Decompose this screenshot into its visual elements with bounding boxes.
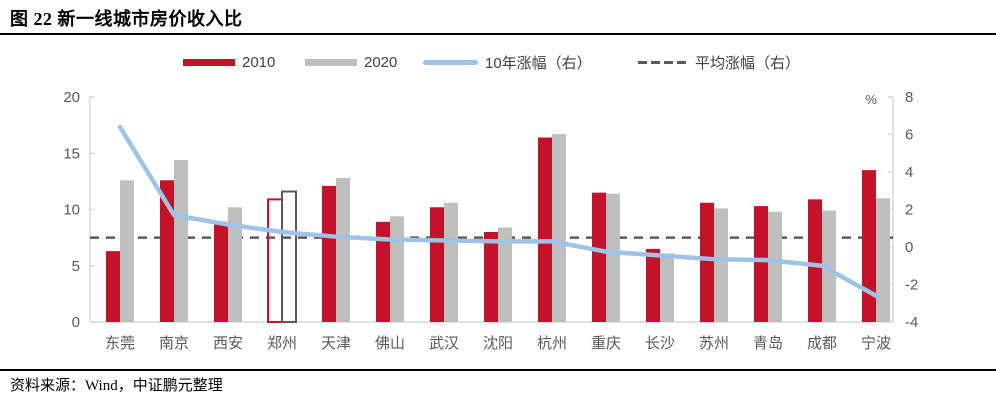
bar-2020-东莞 xyxy=(120,180,134,322)
bar-2010-青岛 xyxy=(754,206,768,322)
right-axis-tick-label: 8 xyxy=(905,89,913,106)
bar-2010-苏州 xyxy=(700,202,714,322)
source-divider xyxy=(0,369,996,371)
left-axis-tick-label: 15 xyxy=(63,145,80,162)
right-axis-tick-label: -4 xyxy=(905,314,918,331)
left-axis-tick-label: 20 xyxy=(63,89,80,106)
legend-swatch-average-dash xyxy=(638,60,688,64)
bar-2020-沈阳 xyxy=(498,227,512,322)
bar-2020-长沙 xyxy=(660,253,674,322)
x-axis-label-苏州: 苏州 xyxy=(699,335,729,352)
left-axis-tick-label: 0 xyxy=(72,314,80,331)
legend-label-growth-line: 10年涨幅（右） xyxy=(485,54,592,72)
legend-label-2010: 2010 xyxy=(242,53,276,71)
right-axis-tick-label: 2 xyxy=(905,202,913,219)
x-axis-label-郑州: 郑州 xyxy=(267,335,297,352)
bar-2020-西安 xyxy=(228,207,242,322)
legend-label-2020: 2020 xyxy=(364,53,398,71)
bar-2010-南京 xyxy=(160,180,174,322)
bar-2020-郑州 xyxy=(281,190,297,323)
x-axis-label-宁波: 宁波 xyxy=(861,335,891,352)
x-axis-label-沈阳: 沈阳 xyxy=(483,335,513,352)
x-axis-label-青岛: 青岛 xyxy=(753,335,783,352)
x-axis-label-西安: 西安 xyxy=(213,335,243,352)
bar-2010-东莞 xyxy=(106,251,120,322)
bar-2020-宁波 xyxy=(876,198,890,322)
bar-2020-重庆 xyxy=(606,193,620,322)
x-axis-label-天津: 天津 xyxy=(321,335,351,352)
bar-2010-杭州 xyxy=(538,137,552,322)
x-axis-label-成都: 成都 xyxy=(807,335,837,352)
bar-2010-宁波 xyxy=(862,170,876,322)
bar-2020-成都 xyxy=(822,210,836,322)
bar-2010-重庆 xyxy=(592,192,606,322)
right-axis-tick-label: -2 xyxy=(905,277,918,294)
legend-item-2020[interactable]: 2020 xyxy=(305,50,397,74)
legend-item-average-line[interactable]: 平均涨幅（右） xyxy=(638,50,800,74)
bar-2010-郑州 xyxy=(267,198,283,323)
bar-2020-南京 xyxy=(174,160,188,322)
x-axis-label-杭州: 杭州 xyxy=(537,335,567,352)
bar-2020-天津 xyxy=(336,178,350,322)
legend-label-average-line: 平均涨幅（右） xyxy=(695,54,801,72)
x-axis-label-武汉: 武汉 xyxy=(429,335,459,352)
bar-2020-苏州 xyxy=(714,208,728,322)
left-axis-tick-label: 5 xyxy=(72,258,80,275)
legend-item-2010[interactable]: 2010 xyxy=(183,50,275,74)
legend-item-growth-line[interactable]: 10年涨幅（右） xyxy=(423,50,592,74)
bar-2020-青岛 xyxy=(768,211,782,322)
bar-2010-成都 xyxy=(808,199,822,322)
legend-swatch-2020-bar xyxy=(305,58,357,66)
bar-2010-佛山 xyxy=(376,221,390,322)
right-axis-tick-label: 6 xyxy=(905,127,913,144)
bar-2020-佛山 xyxy=(390,216,404,322)
x-axis-label-佛山: 佛山 xyxy=(375,335,405,352)
x-axis-label-重庆: 重庆 xyxy=(591,335,621,352)
bar-2010-长沙 xyxy=(646,248,660,322)
x-axis-label-东莞: 东莞 xyxy=(105,335,135,352)
bar-2010-天津 xyxy=(322,185,336,322)
bar-2020-杭州 xyxy=(552,134,566,322)
title-divider xyxy=(0,33,996,35)
left-axis-tick-label: 10 xyxy=(63,202,80,219)
right-axis-tick-label: 0 xyxy=(905,239,913,256)
x-axis-label-南京: 南京 xyxy=(159,335,189,352)
legend-swatch-2010-bar xyxy=(183,58,235,66)
source-text: 资料来源：Wind，中证鹏元整理 xyxy=(10,378,223,394)
bar-2010-武汉 xyxy=(430,207,444,322)
bar-2010-沈阳 xyxy=(484,232,498,322)
right-axis-tick-label: 4 xyxy=(905,164,913,181)
bar-2020-武汉 xyxy=(444,202,458,322)
x-axis-label-长沙: 长沙 xyxy=(645,335,675,352)
legend-swatch-growth-line xyxy=(423,59,478,65)
bar-2010-西安 xyxy=(214,221,228,322)
ten-year-growth-line xyxy=(117,124,879,298)
right-axis-unit-label: % xyxy=(865,92,877,107)
chart-title: 图 22 新一线城市房价收入比 xyxy=(10,9,243,29)
